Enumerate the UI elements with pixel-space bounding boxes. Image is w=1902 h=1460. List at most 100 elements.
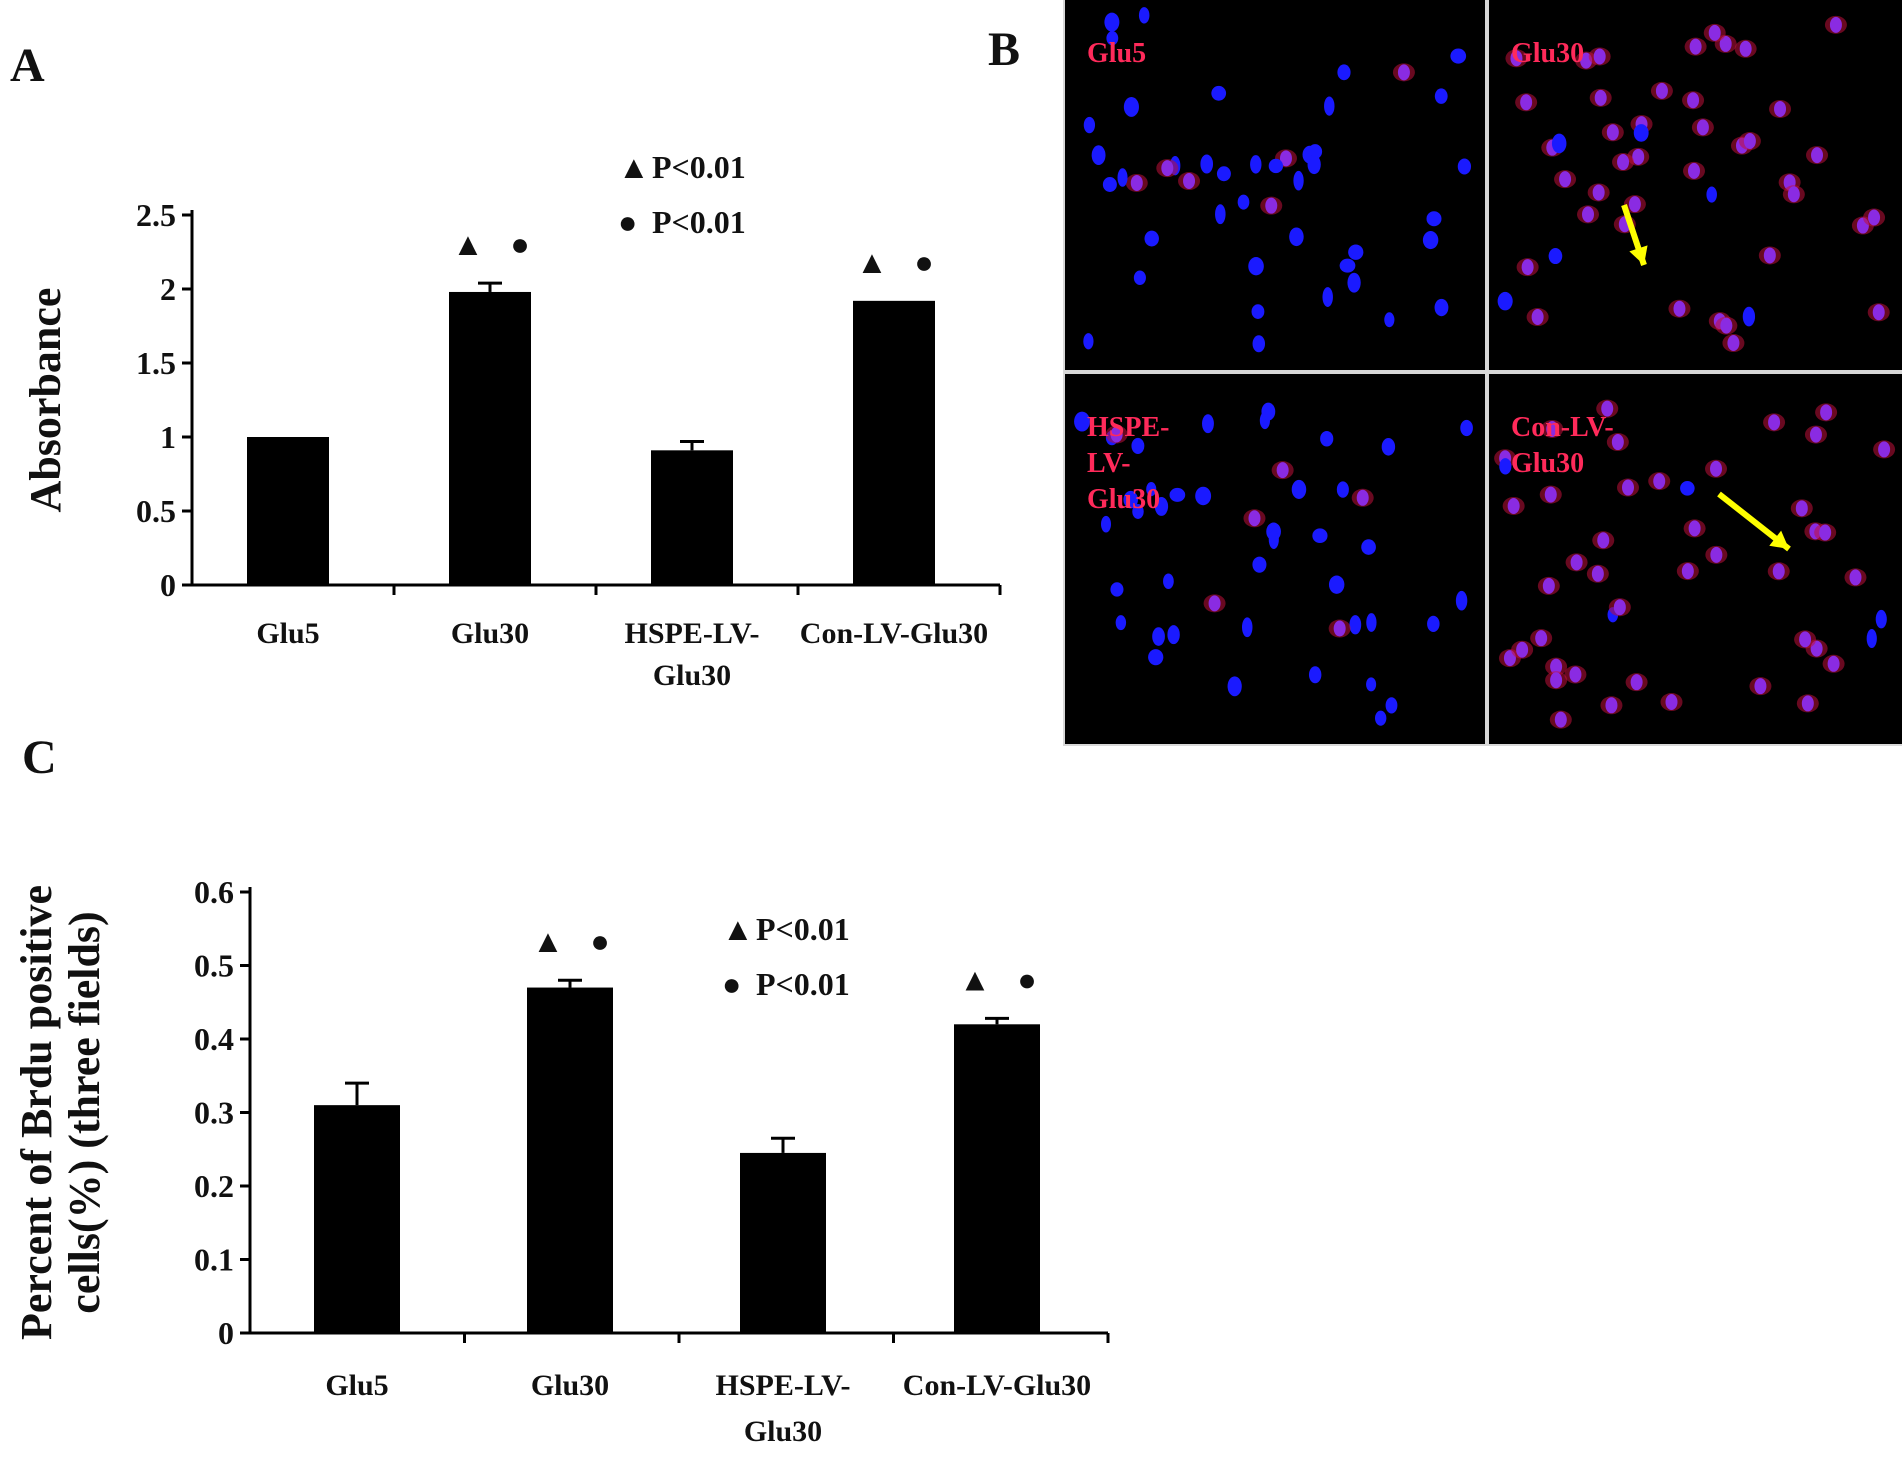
cell-nucleus bbox=[1374, 710, 1387, 726]
cell-nucleus bbox=[1397, 64, 1410, 81]
legend-text: P<0.01 bbox=[756, 966, 850, 1002]
cell-nucleus bbox=[1123, 97, 1139, 117]
cell-nucleus bbox=[1131, 437, 1145, 454]
micrograph-label: Glu30 bbox=[1511, 448, 1584, 479]
cell-nucleus bbox=[1248, 510, 1261, 527]
cell-nucleus bbox=[1611, 434, 1624, 451]
cell-nucleus bbox=[1554, 711, 1567, 728]
cell-nucleus bbox=[1520, 94, 1533, 111]
y-tick-label: 0.2 bbox=[194, 1168, 234, 1204]
cell-nucleus bbox=[1251, 304, 1265, 319]
arrow-head bbox=[1769, 530, 1789, 549]
cell-nucleus bbox=[1312, 528, 1328, 544]
cell-nucleus bbox=[1535, 630, 1548, 647]
cell-nucleus bbox=[1569, 666, 1582, 683]
bar bbox=[449, 291, 531, 585]
cell-nucleus bbox=[1597, 532, 1610, 549]
cell-nucleus bbox=[1613, 599, 1626, 616]
micrograph-label: Con-LV- bbox=[1511, 412, 1614, 443]
micrograph-panel: Con-LV- Glu30 bbox=[1489, 374, 1902, 744]
cell-nucleus bbox=[1606, 124, 1619, 141]
cell-nucleus bbox=[1591, 565, 1604, 582]
cell-nucleus bbox=[1605, 697, 1618, 714]
cell-nucleus bbox=[1434, 298, 1449, 317]
cell-nucleus bbox=[1799, 631, 1812, 648]
cell-nucleus bbox=[1628, 196, 1641, 213]
cell-nucleus bbox=[1632, 148, 1645, 165]
x-category-label: Glu30 bbox=[653, 659, 731, 692]
cell-nucleus bbox=[1195, 486, 1212, 506]
cell-nucleus bbox=[1827, 655, 1840, 672]
x-category-label: Glu30 bbox=[531, 1369, 609, 1402]
cell-nucleus bbox=[1422, 231, 1439, 250]
cell-nucleus bbox=[1548, 248, 1563, 265]
cell-nucleus bbox=[1381, 438, 1396, 456]
x-category-label: Glu30 bbox=[451, 617, 529, 650]
cell-nucleus bbox=[1328, 575, 1345, 594]
cell-nucleus bbox=[1268, 530, 1279, 550]
cell-nucleus bbox=[1497, 291, 1513, 311]
significance-mark: ▲ bbox=[959, 961, 991, 997]
cell-nucleus bbox=[1820, 404, 1833, 421]
cell-nucleus bbox=[1163, 573, 1174, 590]
cell-nucleus bbox=[1516, 641, 1529, 658]
cell-nucleus bbox=[1687, 162, 1700, 179]
cell-nucleus bbox=[1347, 272, 1361, 293]
bar bbox=[247, 437, 329, 585]
cell-nucleus bbox=[1457, 158, 1472, 175]
cell-nucleus bbox=[1787, 186, 1800, 203]
cell-nucleus bbox=[1307, 154, 1321, 175]
cell-nucleus bbox=[1248, 257, 1264, 276]
cell-nucleus bbox=[1161, 160, 1174, 177]
significance-mark: ● bbox=[914, 244, 933, 280]
cell-nucleus bbox=[1252, 335, 1266, 353]
cell-nucleus bbox=[1510, 50, 1523, 67]
cell-nucleus bbox=[1356, 489, 1369, 506]
cell-nucleus bbox=[1829, 16, 1842, 33]
cell-nucleus bbox=[1265, 197, 1278, 214]
cell-nucleus bbox=[1146, 482, 1157, 497]
y-tick-label: 0.4 bbox=[194, 1021, 234, 1057]
cell-nucleus bbox=[1688, 520, 1701, 537]
cell-nucleus bbox=[1570, 554, 1583, 571]
legend-text: P<0.01 bbox=[652, 204, 746, 240]
legend-symbol: ▲ bbox=[722, 911, 754, 947]
significance-mark: ▲ bbox=[532, 923, 564, 959]
cell-nucleus bbox=[1115, 615, 1127, 631]
cell-nucleus bbox=[1333, 620, 1346, 637]
cell-nucleus bbox=[1216, 166, 1231, 182]
micrograph-label: Glu30 bbox=[1511, 38, 1584, 69]
y-tick-label: 0 bbox=[160, 567, 176, 603]
significance-mark: ▲ bbox=[452, 226, 484, 262]
x-category-label: Con-LV-Glu30 bbox=[800, 617, 988, 650]
micrograph-panel: Glu30 bbox=[1489, 0, 1902, 370]
cell-nucleus bbox=[1696, 119, 1709, 136]
micrograph-panel: Glu5 bbox=[1065, 0, 1485, 370]
cell-nucleus bbox=[1366, 677, 1377, 692]
cell-nucleus bbox=[1875, 609, 1887, 629]
panel-label-b: B bbox=[988, 23, 1021, 76]
cell-nucleus bbox=[1252, 556, 1267, 573]
cell-nucleus bbox=[1102, 177, 1117, 192]
cell-nucleus bbox=[1544, 486, 1557, 503]
cell-nucleus bbox=[1774, 100, 1787, 117]
cell-nucleus bbox=[1366, 613, 1377, 632]
cell-nucleus bbox=[1742, 306, 1756, 327]
cell-nucleus bbox=[1795, 500, 1808, 517]
y-tick-label: 0.3 bbox=[194, 1095, 234, 1131]
x-category-label: HSPE-LV- bbox=[715, 1369, 850, 1402]
micrograph-label: LV- bbox=[1087, 448, 1131, 479]
x-category-label: Glu30 bbox=[744, 1415, 822, 1448]
cell-nucleus bbox=[1133, 270, 1146, 286]
y-tick-label: 0.5 bbox=[194, 948, 234, 984]
cell-nucleus bbox=[1763, 247, 1776, 264]
cell-nucleus bbox=[1434, 88, 1448, 104]
cell-nucleus bbox=[1743, 133, 1756, 150]
bar bbox=[314, 1105, 400, 1333]
cell-nucleus bbox=[1101, 515, 1112, 533]
cell-nucleus bbox=[1653, 473, 1666, 490]
bar bbox=[651, 450, 733, 585]
cell-nucleus bbox=[1320, 431, 1334, 447]
cell-nucleus bbox=[1593, 48, 1606, 65]
